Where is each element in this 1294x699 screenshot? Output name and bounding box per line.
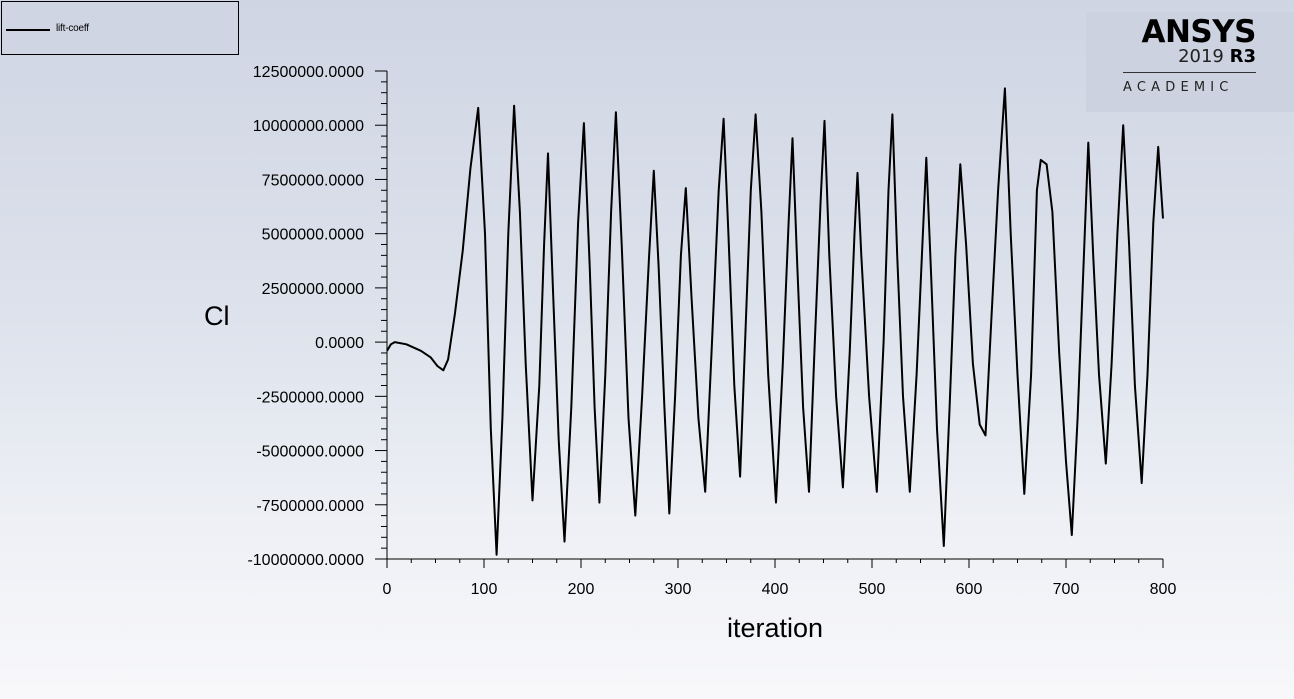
logo-year: 2019	[1178, 46, 1224, 67]
y-tick-label: -2500000.0000	[256, 389, 364, 406]
y-tick-label: -5000000.0000	[256, 444, 364, 461]
logo-brand: ANSYS	[1141, 14, 1256, 50]
y-tick-label: 2500000.0000	[262, 281, 364, 298]
logo-edition: ACADEMIC	[1123, 80, 1234, 95]
legend-label: lift-coeff	[56, 23, 89, 34]
y-tick-label: 0.0000	[315, 335, 364, 352]
y-tick-label: 7500000.0000	[262, 172, 364, 189]
x-tick-label: 500	[859, 581, 886, 598]
y-tick-label: 10000000.0000	[253, 118, 364, 135]
y-tick-label: 12500000.0000	[253, 64, 364, 81]
x-tick-label: 300	[665, 581, 692, 598]
x-tick-label: 200	[568, 581, 595, 598]
logo-divider	[1123, 72, 1256, 73]
x-tick-label: 0	[383, 581, 392, 598]
y-axis: 12500000.0000 10000000.0000 7500000.0000 50…	[247, 64, 388, 569]
x-axis-title: iteration	[727, 613, 823, 643]
lift-coeff-line	[386, 87, 1164, 556]
x-tick-label: 700	[1053, 581, 1080, 598]
x-tick-label: 400	[762, 581, 789, 598]
legend: lift-coeff	[1, 1, 239, 55]
legend-line-swatch	[6, 29, 50, 31]
x-tick-label: 800	[1150, 581, 1177, 598]
y-tick-label: 5000000.0000	[262, 227, 364, 244]
logo-release: R3	[1229, 46, 1256, 67]
y-tick-label: -7500000.0000	[256, 498, 364, 515]
x-tick-label: 600	[956, 581, 983, 598]
x-axis: 0 100 200 300 400 500 600 700 800	[383, 558, 1177, 598]
y-axis-title: Cl	[204, 301, 230, 331]
x-tick-label: 100	[471, 581, 498, 598]
logo-version: 2019 R3	[1178, 46, 1256, 67]
ansys-logo: ANSYS 2019 R3 ACADEMIC	[1086, 12, 1294, 112]
y-tick-label: -10000000.0000	[247, 552, 364, 569]
